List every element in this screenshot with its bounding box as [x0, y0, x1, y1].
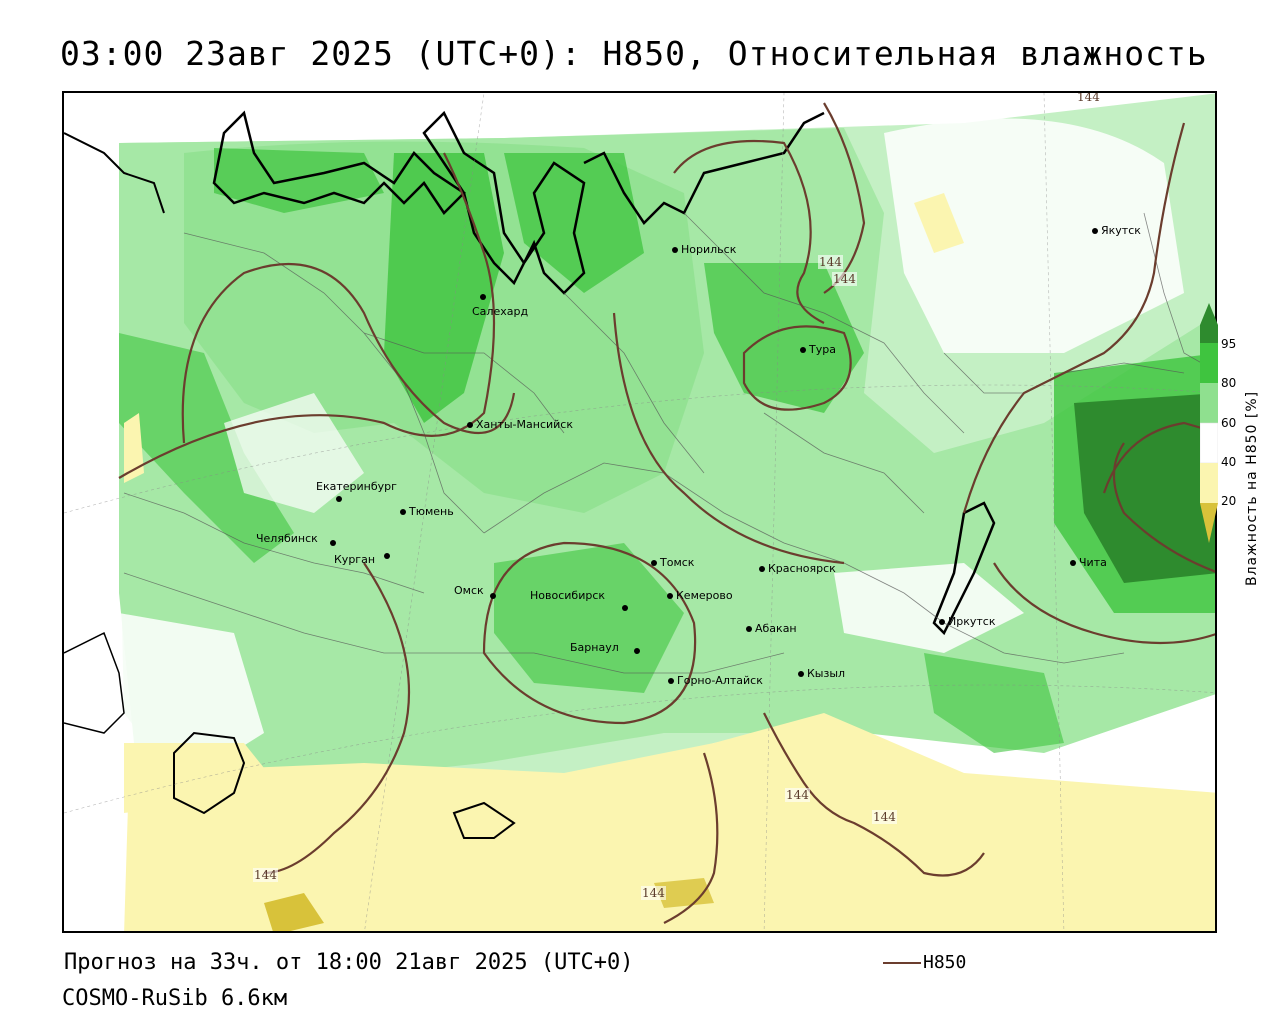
city-irkutsk: Иркутск — [939, 615, 995, 628]
city-yakutsk: Якутск — [1092, 224, 1141, 237]
h850-line-legend-label: H850 — [923, 952, 967, 973]
city-tura: Тура — [800, 343, 836, 356]
h850-line-legend-swatch — [883, 962, 921, 964]
city-kyzyl: Кызыл — [798, 667, 845, 680]
city-barnaul-marker — [634, 644, 643, 657]
map-title: 03:00 23авг 2025 (UTC+0): H850, Относите… — [60, 34, 1208, 73]
city-kurgan: Курган — [334, 553, 376, 566]
humidity-field — [64, 93, 1215, 931]
colorbar-tick-20: 20 — [1221, 494, 1237, 508]
isoline-label: 144 — [253, 868, 278, 882]
city-khanty-mansiysk: Ханты-Мансийск — [467, 418, 573, 431]
isoline-label: 144 — [1076, 91, 1101, 104]
forecast-info: Прогноз на 33ч. от 18:00 21авг 2025 (UTC… — [64, 950, 634, 975]
city-chelyabinsk: Челябинск — [256, 532, 318, 545]
colorbar-tick-40: 40 — [1221, 455, 1237, 469]
city-ekaterinburg: Екатеринбург — [316, 480, 397, 493]
city-kurgan-marker — [384, 549, 393, 562]
city-salekhard: Салехард — [472, 305, 529, 318]
city-chita: Чита — [1070, 556, 1107, 569]
isoline-label: 144 — [872, 810, 897, 824]
city-norilsk: Норильск — [672, 243, 736, 256]
city-tyumen: Тюмень — [400, 505, 454, 518]
isoline-label: 144 — [785, 788, 810, 802]
city-kemerovo: Кемерово — [667, 589, 733, 602]
city-ekaterinburg-marker — [336, 492, 345, 505]
city-omsk: Омск — [454, 584, 484, 597]
city-chelyabinsk-marker — [330, 536, 339, 549]
city-novosibirsk: Новосибирск — [530, 589, 606, 602]
city-omsk-marker — [490, 589, 499, 602]
colorbar-tick-80: 80 — [1221, 376, 1237, 390]
humidity-colorbar — [1200, 303, 1218, 543]
colorbar-tick-60: 60 — [1221, 416, 1237, 430]
isoline-label: 144 — [832, 272, 857, 286]
map-area: 144 144 144 144 144 144 144 Норильск Сал… — [62, 91, 1217, 933]
isoline-label: 144 — [641, 886, 666, 900]
colorbar-title: Влажность на H850 [%] — [1244, 390, 1260, 586]
city-novosibirsk-marker — [622, 601, 631, 614]
city-gorno-altaysk: Горно-Алтайск — [668, 674, 763, 687]
city-tomsk: Томск — [651, 556, 694, 569]
isoline-label: 144 — [818, 255, 843, 269]
city-salekhard-marker — [480, 290, 489, 303]
city-abakan: Абакан — [746, 622, 797, 635]
colorbar-tick-95: 95 — [1221, 337, 1237, 351]
city-krasnoyarsk: Красноярск — [759, 562, 836, 575]
city-barnaul: Барнаул — [570, 641, 619, 654]
model-name: COSMO-RuSib 6.6км — [62, 986, 288, 1011]
